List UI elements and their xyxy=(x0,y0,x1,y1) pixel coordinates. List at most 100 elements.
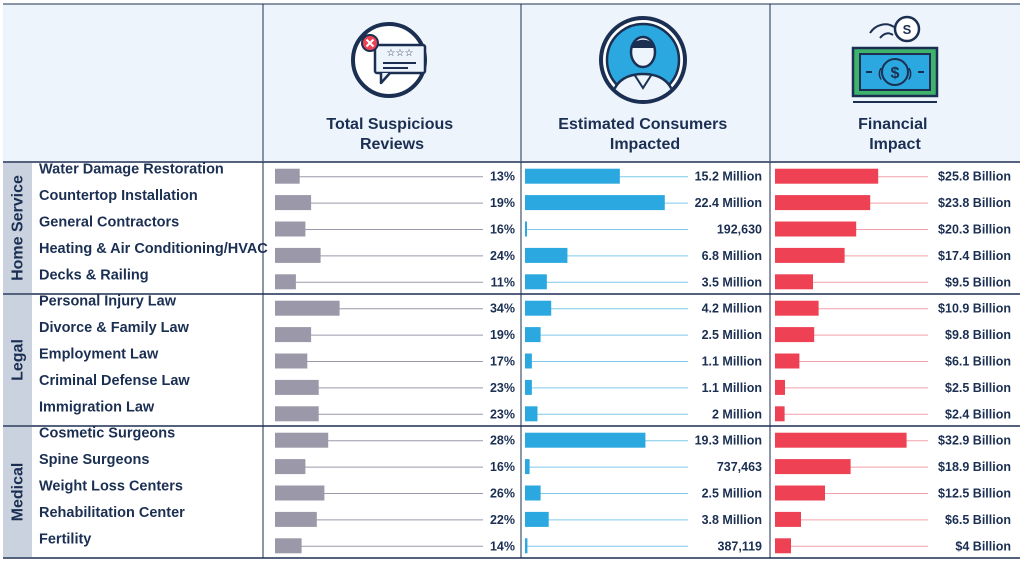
financial-bar xyxy=(775,459,851,475)
financial-value-label: $12.5 Billion xyxy=(938,487,1011,501)
header-consumers: Estimated Consumers Impacted xyxy=(558,116,731,153)
consumers-value-label: 1.1 Million xyxy=(702,355,762,369)
category-label: Weight Loss Centers xyxy=(39,479,183,495)
category-label: Heating & Air Conditioning/HVAC xyxy=(39,241,268,257)
reviews-value-label: 11% xyxy=(491,275,515,289)
financial-value-label: $18.9 Billion xyxy=(938,460,1011,474)
reviews-value-label: 19% xyxy=(490,196,515,210)
consumers-value-label: 737,463 xyxy=(717,460,762,474)
group-label: Medical xyxy=(10,463,27,522)
category-label: Decks & Railing xyxy=(39,267,149,283)
financial-value-label: $2.4 Billion xyxy=(945,407,1011,421)
consumers-value-label: 2.5 Million xyxy=(702,328,762,342)
reviews-bar xyxy=(275,432,329,448)
financial-value-label: $17.4 Billion xyxy=(938,249,1011,263)
financial-bar xyxy=(775,195,871,211)
header-reviews: Total Suspicious Reviews xyxy=(326,116,457,153)
reviews-value-label: 28% xyxy=(490,434,515,448)
svg-text:S: S xyxy=(903,22,912,37)
reviews-value-label: 23% xyxy=(490,381,515,395)
reviews-bar xyxy=(275,353,308,369)
financial-bar xyxy=(775,300,819,316)
consumers-value-label: 2.5 Million xyxy=(702,487,762,501)
reviews-bar xyxy=(275,274,296,290)
reviews-bar xyxy=(275,406,319,422)
consumers-bar xyxy=(525,432,646,448)
category-label: Employment Law xyxy=(39,347,159,363)
category-label: General Contractors xyxy=(39,215,179,231)
financial-value-label: $20.3 Billion xyxy=(938,223,1011,237)
consumers-value-label: 3.5 Million xyxy=(702,275,762,289)
financial-value-label: $9.8 Billion xyxy=(945,328,1011,342)
consumers-bar xyxy=(525,247,568,263)
reviews-value-label: 16% xyxy=(490,223,515,237)
reviews-bar xyxy=(275,485,325,501)
reviews-bar xyxy=(275,247,321,263)
consumers-value-label: 387,119 xyxy=(718,539,763,553)
consumers-bar xyxy=(525,353,532,369)
consumers-bar xyxy=(525,379,532,395)
category-label: Cosmetic Surgeons xyxy=(39,426,175,442)
category-label: Fertility xyxy=(39,531,91,547)
reviews-bar xyxy=(275,511,317,527)
group-band xyxy=(3,427,32,557)
reviews-bar xyxy=(275,300,340,316)
consumers-bar xyxy=(525,538,528,554)
reviews-bar xyxy=(275,168,300,184)
consumers-bar xyxy=(525,168,620,184)
consumers-value-label: 19.3 Million xyxy=(695,434,762,448)
financial-value-label: $25.8 Billion xyxy=(938,170,1011,184)
table-body: Home Service Water Damage Restoration 13% 1… xyxy=(3,161,1020,559)
category-label: Personal Injury Law xyxy=(39,294,177,310)
header-financial: Financial Impact xyxy=(858,116,932,153)
reviews-value-label: 34% xyxy=(490,302,515,316)
category-label: Water Damage Restoration xyxy=(39,162,224,178)
consumers-value-label: 1.1 Million xyxy=(702,381,762,395)
group-band xyxy=(3,295,32,425)
consumers-value-label: 22.4 Million xyxy=(695,196,762,210)
financial-bar xyxy=(775,221,857,237)
reviews-value-label: 16% xyxy=(490,460,515,474)
group-band xyxy=(3,163,32,293)
financial-value-label: $2.5 Billion xyxy=(945,381,1011,395)
reviews-value-label: 19% xyxy=(490,328,515,342)
reviews-bar xyxy=(275,379,319,395)
svg-text:☆☆☆: ☆☆☆ xyxy=(387,48,414,59)
category-label: Countertop Installation xyxy=(39,188,198,204)
reviews-value-label: 14% xyxy=(490,539,515,553)
category-label: Rehabilitation Center xyxy=(39,505,185,521)
category-label: Immigration Law xyxy=(39,399,155,415)
financial-value-label: $6.5 Billion xyxy=(945,513,1011,527)
svg-text:(: ( xyxy=(878,66,882,80)
financial-value-label: $23.8 Billion xyxy=(938,196,1011,210)
consumers-bar xyxy=(525,300,552,316)
category-label: Criminal Defense Law xyxy=(39,373,190,389)
consumers-bar xyxy=(525,459,530,475)
financial-value-label: $32.9 Billion xyxy=(938,434,1011,448)
financial-value-label: $4 Billion xyxy=(955,539,1011,553)
consumers-value-label: 192,630 xyxy=(717,223,762,237)
consumers-bar xyxy=(525,485,541,501)
consumers-value-label: 4.2 Million xyxy=(702,302,762,316)
financial-value-label: $9.5 Billion xyxy=(945,275,1011,289)
consumers-value-label: 15.2 Million xyxy=(695,170,762,184)
financial-bar xyxy=(775,353,800,369)
consumers-value-label: 6.8 Million xyxy=(702,249,762,263)
reviews-value-label: 13% xyxy=(490,170,515,184)
reviews-value-label: 22% xyxy=(490,513,515,527)
reviews-value-label: 24% xyxy=(490,249,515,263)
group-label: Legal xyxy=(10,339,27,381)
category-label: Spine Surgeons xyxy=(39,452,149,468)
financial-bar xyxy=(775,511,801,527)
consumers-bar xyxy=(525,511,549,527)
reviews-value-label: 17% xyxy=(490,355,515,369)
financial-bar xyxy=(775,538,791,554)
consumers-bar xyxy=(525,195,665,211)
financial-bar xyxy=(775,168,879,184)
consumers-value-label: 2 Million xyxy=(712,407,762,421)
reviews-bar xyxy=(275,459,306,475)
financial-value-label: $10.9 Billion xyxy=(938,302,1011,316)
reviews-bar xyxy=(275,327,312,343)
financial-bar xyxy=(775,274,813,290)
